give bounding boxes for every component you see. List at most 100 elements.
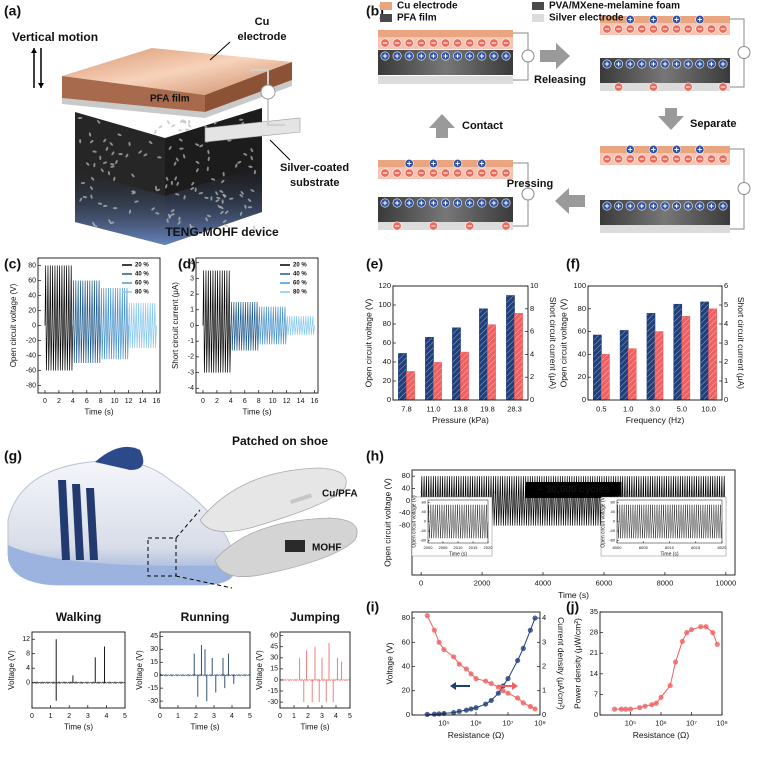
- y2-axis-label: Current density (μA/cm²): [556, 617, 566, 710]
- x-axis-label: Pressure (kPa): [432, 415, 489, 425]
- foam-pore: [190, 187, 195, 190]
- foam-pore: [118, 153, 123, 156]
- y-tick-label: 40: [611, 509, 616, 514]
- foam-pore: [175, 157, 179, 162]
- foam-pore: [97, 120, 101, 124]
- y-tick-label: 40: [383, 357, 391, 366]
- x-tick-label: 12: [283, 398, 291, 405]
- foam-pore: [90, 194, 93, 199]
- foam-pore: [177, 129, 183, 132]
- x-tick-label: 5: [248, 713, 252, 720]
- chart-title: Jumping: [290, 610, 340, 624]
- y-tick-label: 80: [402, 471, 410, 480]
- foam-pore: [109, 142, 113, 146]
- y-tick-label: -30: [268, 699, 278, 706]
- motion-arrowhead: [31, 48, 37, 53]
- silver-layer: [378, 222, 513, 230]
- y-tick-label: -2: [188, 354, 194, 361]
- y-tick-label: -40: [609, 528, 616, 533]
- baseline-noise: [31, 681, 126, 685]
- foam-pore: [239, 211, 243, 216]
- pointer: [209, 41, 231, 61]
- y-tick-label: 120: [378, 281, 391, 290]
- foam-pore: [175, 193, 180, 196]
- foam-pore: [239, 194, 244, 198]
- foam-pore: [93, 162, 96, 168]
- foam-pore: [103, 138, 107, 143]
- x-tick-label: 16: [311, 398, 319, 405]
- label: Releasing: [534, 74, 586, 86]
- y-tick-label: 21: [590, 648, 598, 657]
- foam-pore: [207, 156, 210, 162]
- x-tick-label: 2: [67, 713, 71, 720]
- data-point: [532, 615, 538, 621]
- x-tick-label: 1: [49, 713, 53, 720]
- foam-pore: [219, 190, 224, 193]
- x-axis-label: Time (s): [300, 722, 329, 731]
- foam-pore: [102, 161, 107, 165]
- y2-tick-label: 4: [542, 613, 546, 622]
- legend-label: 80 %: [135, 290, 149, 296]
- foam-pore: [224, 224, 228, 227]
- y-axis-label: Voltage (V): [7, 650, 16, 690]
- y-tick-label: 40: [28, 292, 36, 299]
- x-tick-label: 0: [419, 578, 423, 587]
- series-line: [614, 626, 718, 710]
- y-tick-label: 60: [402, 637, 410, 646]
- x-tick-label: 11.0: [426, 404, 440, 413]
- foam-pore: [85, 162, 90, 166]
- y2-tick-label: 3: [542, 637, 546, 646]
- bar: [506, 295, 515, 401]
- y-tick-label: -3: [188, 369, 194, 376]
- data-point: [500, 688, 506, 694]
- label: Pressing: [507, 178, 553, 190]
- y2-tick-label: 4: [530, 349, 534, 358]
- foam-pore: [177, 221, 181, 225]
- label: Separate: [690, 118, 736, 130]
- foam-pore: [220, 210, 224, 215]
- y-tick-label: 1: [190, 307, 194, 314]
- foam-pore: [170, 213, 175, 216]
- panel-label: (a): [4, 3, 21, 19]
- data-point: [451, 709, 457, 716]
- x-tick-label: 2: [306, 713, 310, 720]
- x-tick-label: 3: [212, 713, 216, 720]
- foam-pore: [165, 176, 169, 181]
- y-tick-label: 20: [28, 307, 36, 314]
- x-tick-label: 8000: [657, 578, 674, 587]
- foam-pore: [111, 151, 115, 156]
- bar: [398, 353, 407, 401]
- x-tick-label: 2010: [454, 545, 464, 550]
- foam-pore: [224, 210, 229, 215]
- foam-pore: [91, 176, 95, 181]
- data-point: [483, 701, 489, 707]
- signal-envelope: [128, 302, 157, 349]
- foam-pore: [190, 226, 195, 229]
- x-tick-label: 8: [99, 398, 103, 405]
- foam-pore: [151, 207, 155, 211]
- y-axis-label: Open circuit voltage (V): [411, 495, 417, 548]
- foam-pore: [166, 120, 170, 125]
- step-arrow: [540, 43, 570, 69]
- foam-pore: [247, 206, 253, 209]
- data-point: [436, 711, 442, 717]
- foam-pore: [235, 163, 238, 168]
- panel-label: (d): [178, 256, 196, 272]
- foam-pore: [165, 184, 168, 189]
- foam-pore: [195, 143, 200, 146]
- foam-pore: [80, 182, 86, 185]
- y-tick-label: 0: [190, 322, 194, 329]
- foam-pore: [90, 186, 93, 190]
- data-point: [520, 645, 526, 651]
- y2-tick-label: 8: [530, 304, 534, 313]
- foam-pore: [250, 189, 255, 192]
- bar: [479, 308, 488, 401]
- foam-pore: [216, 196, 221, 200]
- foam-pore: [221, 179, 225, 184]
- label: substrate: [290, 177, 340, 189]
- y-tick-label: 40: [402, 662, 410, 671]
- meter-symbol: [737, 182, 751, 195]
- x-tick-label: 10⁷: [686, 718, 697, 727]
- y-tick-label: 0: [406, 710, 410, 719]
- y-tick-label: -15: [148, 685, 158, 692]
